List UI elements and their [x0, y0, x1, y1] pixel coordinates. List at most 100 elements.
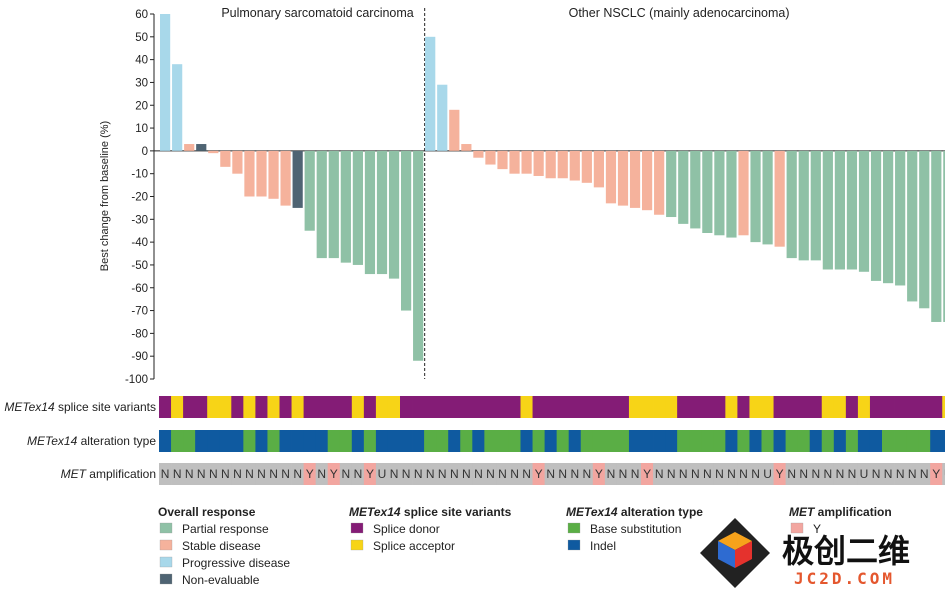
alteration-cell	[279, 430, 292, 452]
amp-cell-label: N	[293, 467, 302, 481]
splice-cell	[580, 396, 594, 418]
bar	[220, 150, 231, 167]
alteration-cell	[508, 430, 521, 452]
alteration-cell	[400, 430, 413, 452]
bar	[533, 150, 544, 176]
amp-cell-label: N	[691, 467, 700, 481]
legend-swatch	[159, 522, 173, 534]
splice-cell	[869, 396, 883, 418]
legend-item-label: Y	[813, 522, 821, 536]
amp-cell-label: N	[920, 467, 929, 481]
legend-swatch	[159, 556, 173, 568]
amp-cell-label: N	[824, 467, 833, 481]
amp-cell-label: N	[486, 467, 495, 481]
legend-item-label: Splice acceptor	[373, 539, 455, 553]
splice-cell	[315, 396, 329, 418]
y-tick-label: 20	[135, 100, 148, 112]
amp-cell	[749, 463, 762, 485]
bar	[280, 150, 291, 206]
legend-swatch	[567, 522, 581, 534]
splice-cell	[918, 396, 931, 418]
amp-cell-label: N	[570, 467, 579, 481]
amp-cell	[906, 463, 919, 485]
alteration-cell	[689, 430, 702, 452]
amp-cell	[580, 463, 594, 485]
bar	[340, 150, 351, 263]
bar	[883, 150, 894, 284]
splice-cell	[412, 396, 425, 418]
alteration-cell	[412, 430, 425, 452]
splice-cell	[375, 396, 389, 418]
annotation-tracks: METex14 splice site variants METex14 alte…	[4, 396, 945, 485]
alteration-cell	[761, 430, 774, 452]
alteration-cell	[833, 430, 847, 452]
amp-cell-label: N	[438, 467, 447, 481]
amp-cell-label: N	[185, 467, 194, 481]
amp-cell-label: N	[390, 467, 399, 481]
splice-cell	[508, 396, 521, 418]
alteration-cell	[653, 430, 666, 452]
splice-cell	[436, 396, 449, 418]
amp-cell-label: N	[161, 467, 170, 481]
splice-cell	[677, 396, 690, 418]
amp-cell-label: N	[727, 467, 736, 481]
amp-cell-label: N	[197, 467, 206, 481]
amp-cell	[400, 463, 413, 485]
amp-cell	[641, 463, 654, 485]
bar	[509, 150, 520, 174]
splice-cell	[713, 396, 726, 418]
amp-cell	[689, 463, 702, 485]
amp-cell-label: Y	[535, 467, 543, 481]
splice-cell	[171, 396, 184, 418]
amp-cell	[616, 463, 630, 485]
alteration-cell	[327, 430, 341, 452]
amp-cell	[387, 463, 401, 485]
amp-cell-label: N	[631, 467, 640, 481]
splice-cell	[689, 396, 702, 418]
amp-cell-label: N	[233, 467, 242, 481]
alteration-cell	[460, 430, 473, 452]
amp-cell-label: N	[354, 467, 363, 481]
splice-cell	[821, 396, 835, 418]
amp-cell	[857, 463, 871, 485]
amp-cell	[725, 463, 738, 485]
amp-cell-label: N	[872, 467, 881, 481]
bar	[208, 150, 219, 154]
splice-cell	[737, 396, 750, 418]
amp-cell	[303, 463, 317, 485]
alteration-cell	[568, 430, 582, 452]
alteration-cell	[882, 430, 895, 452]
amp-cell	[327, 463, 341, 485]
bar	[943, 150, 945, 322]
y-tick-label: -30	[131, 214, 148, 226]
splice-cell	[351, 396, 365, 418]
bar	[292, 150, 303, 208]
splice-cell	[460, 396, 473, 418]
bar	[376, 150, 388, 275]
amp-cell-label: N	[414, 467, 423, 481]
amp-cell-label: N	[703, 467, 712, 481]
legend-item-label: Stable disease	[182, 539, 261, 553]
alteration-cell	[942, 430, 945, 452]
alteration-cell	[315, 430, 329, 452]
splice-cell	[195, 396, 208, 418]
bars	[160, 14, 945, 361]
amp-cell	[171, 463, 184, 485]
y-tick-label: 50	[135, 32, 148, 44]
legend-item-label: Non-evaluable	[182, 573, 260, 587]
amp-cell-label: N	[522, 467, 531, 481]
amp-cell	[713, 463, 726, 485]
alteration-cell	[255, 430, 268, 452]
amp-cell	[833, 463, 847, 485]
amp-cell	[291, 463, 304, 485]
splice-cell	[906, 396, 919, 418]
splice-cell	[400, 396, 413, 418]
amp-cell-label: N	[884, 467, 893, 481]
alteration-cell	[580, 430, 594, 452]
alteration-cell	[424, 430, 437, 452]
amp-cell	[737, 463, 750, 485]
splice-cell	[303, 396, 317, 418]
splice-cell	[327, 396, 341, 418]
amp-cell-label: N	[655, 467, 664, 481]
